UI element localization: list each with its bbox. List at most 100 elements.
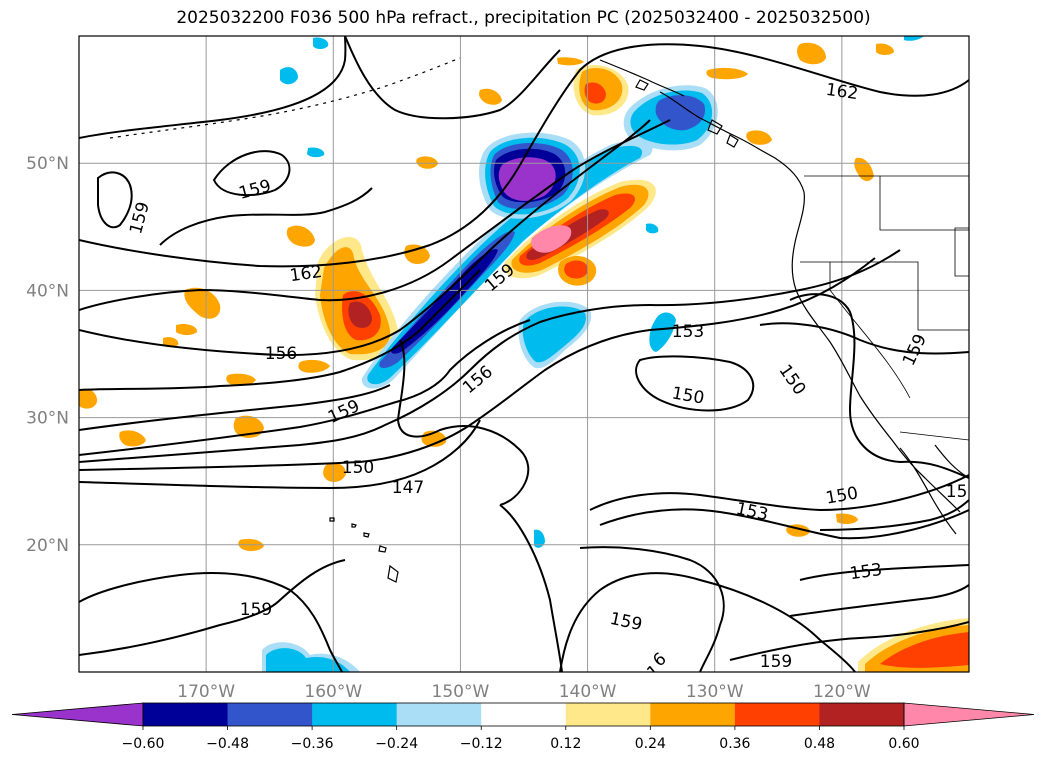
contour-label: 159 [240, 600, 272, 620]
contour-line [559, 572, 856, 672]
alaska-coastline [599, 59, 685, 97]
precip-blob [646, 223, 659, 234]
precip-blob [479, 88, 502, 105]
contour-line [212, 150, 291, 197]
colorbar-tick-label: 0.36 [719, 736, 750, 752]
political-borders [800, 175, 969, 441]
lon-label: 150°W [432, 682, 490, 702]
precip-blob [876, 43, 894, 55]
precip-blob [280, 67, 298, 85]
alaska-island [726, 134, 739, 148]
state-border [829, 262, 911, 399]
lat-label: 30°N [26, 409, 69, 429]
contour-label: 162 [289, 262, 324, 286]
precip-blob [404, 244, 430, 264]
lat-label: 40°N [26, 281, 69, 301]
precip-blob [348, 301, 372, 328]
colorbar-segment [312, 703, 398, 726]
precip-blob [163, 337, 179, 348]
precip-blob [390, 249, 498, 354]
precip-blob [307, 147, 325, 158]
contour-line [799, 564, 969, 581]
hawaii-island [351, 523, 357, 528]
precip-blob [904, 36, 924, 41]
colorbar: −0.60 −0.48 −0.36 −0.24 −0.12 0.12 0.24 0.36 0.4… [11, 702, 1035, 752]
colorbar-segment [481, 703, 567, 726]
contour-line [79, 571, 343, 672]
hawaii-island [329, 517, 335, 522]
contour-label: 147 [392, 478, 424, 498]
precip-blob [286, 225, 315, 247]
precip-blob [119, 430, 146, 447]
lat-label: 20°N [26, 536, 69, 556]
lat-label: 50°N [26, 154, 69, 174]
contour-label: 153 [849, 560, 884, 584]
contour-line [396, 339, 530, 506]
contour-line [599, 508, 969, 540]
contour-line [79, 559, 346, 656]
hawaii-island [363, 532, 370, 538]
colorbar-tick-label: −0.12 [460, 736, 503, 752]
contour-line [79, 269, 481, 391]
precip-blob [416, 156, 438, 169]
precip-blob [797, 42, 826, 65]
colorbar-extension-high [903, 702, 1035, 727]
contour-line [759, 322, 969, 355]
contour-line [579, 546, 725, 672]
lon-label: 130°W [686, 682, 744, 702]
colorbar-tick-label: 0.24 [635, 736, 666, 752]
contour-line [589, 474, 969, 512]
colorbar-segment [396, 703, 482, 726]
precip-blob [266, 648, 350, 672]
colorbar-tick-label: 0.12 [550, 736, 581, 752]
hawaii-island [387, 564, 399, 583]
precip-negative-fields [262, 36, 924, 672]
precip-blob [184, 287, 221, 319]
contour-line [79, 43, 969, 268]
contour-line [79, 36, 347, 139]
precip-blob [498, 157, 556, 201]
longitude-labels: 170°W 160°W 150°W 140°W 130°W 120°W [177, 682, 871, 702]
precip-blob [79, 388, 98, 409]
precip-blob [746, 130, 772, 145]
contour-line [344, 36, 561, 120]
colorbar-segment [143, 703, 229, 726]
latitude-labels: 50°N 40°N 30°N 20°N [26, 154, 69, 556]
colorbar-tick-label: −0.48 [206, 736, 249, 752]
precip-blob [880, 632, 969, 668]
contour-label: 153 [672, 322, 704, 342]
aleutian-islands [109, 57, 461, 139]
mexico-border [899, 431, 969, 441]
contour-label: 162 [825, 80, 860, 104]
contour-line [729, 621, 969, 661]
state-border [954, 227, 969, 277]
colorbar-tick-label: −0.60 [122, 736, 165, 752]
contour-line [159, 187, 373, 246]
contour-label: 156 [265, 344, 297, 364]
precip-blob [649, 312, 676, 352]
contour-label: 159 [760, 652, 792, 672]
hawaii-island [378, 545, 387, 553]
contour-line [79, 419, 481, 490]
colorbar-tick-label: −0.36 [291, 736, 334, 752]
precip-blob [557, 57, 584, 66]
gridlines [79, 36, 969, 672]
coastlines [109, 57, 969, 583]
precip-blob [522, 306, 586, 363]
precip-blob [176, 323, 198, 335]
contour-line [789, 293, 969, 479]
colorbar-segment [819, 703, 905, 726]
lon-label: 140°W [559, 682, 617, 702]
refractivity-contours [79, 36, 969, 672]
precip-blob [367, 145, 643, 385]
colorbar-segment [734, 703, 820, 726]
colorbar-segment [227, 703, 313, 726]
state-border [879, 176, 969, 231]
precip-blob [534, 529, 545, 548]
precip-blob [313, 37, 329, 49]
alaska-island [635, 79, 649, 91]
contour-line [635, 355, 755, 412]
contour-line [819, 499, 969, 531]
